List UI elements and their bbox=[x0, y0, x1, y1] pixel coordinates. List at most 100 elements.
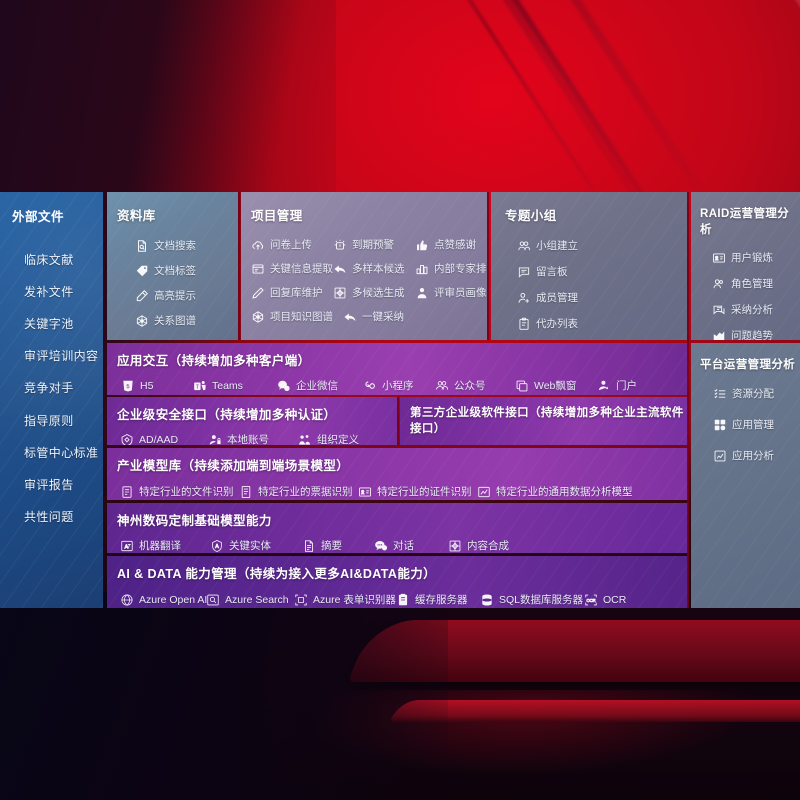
ai-item-sql-database[interactable]: SQL数据库服务器 bbox=[480, 592, 584, 607]
ai-item-azure-search[interactable]: Azure Search bbox=[206, 592, 294, 607]
project-item-reply-library[interactable]: 回复库维护 bbox=[251, 285, 333, 300]
platform-item-app-analysis[interactable]: 应用分析 bbox=[713, 448, 800, 463]
raid-item-role-manage[interactable]: 角色管理 bbox=[712, 276, 800, 291]
item-label: OCR bbox=[603, 593, 627, 606]
item-label: 文档分类 bbox=[154, 338, 196, 340]
library-item-document-search[interactable]: 文档搜索 bbox=[135, 238, 238, 253]
app-analysis-icon bbox=[713, 449, 727, 463]
sidebar-item-standards-center[interactable]: 标管中心标准 bbox=[24, 445, 99, 460]
ai-item-ocr[interactable]: OCR OCR bbox=[584, 592, 646, 607]
sidebar-item-common-issues[interactable]: 共性问题 bbox=[24, 510, 74, 525]
panel-app-interaction-title: 应用交互（持续增加多种客户端） bbox=[117, 354, 311, 368]
tts-icon bbox=[198, 608, 212, 609]
app-item-h5[interactable]: 5 H5 bbox=[121, 378, 193, 393]
person-portrait-icon bbox=[415, 286, 429, 300]
security-item-local-account[interactable]: 本地账号 bbox=[208, 432, 298, 445]
project-item-key-info-extract[interactable]: 关键信息提取 bbox=[251, 261, 333, 276]
raid-item-issue-trend[interactable]: 问题趋势 bbox=[712, 328, 800, 340]
item-label: Azure 表单识别器 bbox=[313, 594, 396, 606]
project-item-multi-candidate-gen[interactable]: 多候选生成 bbox=[333, 285, 415, 300]
library-item-relation-graph[interactable]: 关系图谱 bbox=[135, 313, 238, 328]
app-item-web-popup[interactable]: Web飘窗 bbox=[515, 378, 597, 393]
industry-item-receipt-recognition[interactable]: 特定行业的票据识别 bbox=[239, 484, 358, 499]
item-label: 应用分析 bbox=[732, 450, 774, 462]
panel-raid-title: RAID运营管理分析 bbox=[700, 208, 790, 236]
project-item-knowledge-graph[interactable]: 项目知识图谱 bbox=[251, 309, 343, 324]
member-manage-icon bbox=[517, 291, 531, 305]
alarm-warning-icon bbox=[333, 238, 347, 252]
security-item-org-define[interactable]: 组织定义 bbox=[298, 432, 388, 445]
group-item-message-board[interactable]: 留言板 bbox=[517, 264, 597, 279]
sidebar-item-review-report[interactable]: 审评报告 bbox=[24, 477, 74, 492]
app-item-wecom[interactable]: 企业微信 bbox=[277, 378, 363, 393]
project-item-reviewer-profile[interactable]: 评审员画像 bbox=[415, 285, 487, 300]
item-label: 用户锻炼 bbox=[731, 252, 773, 264]
project-item-expert-ranking[interactable]: 内部专家排名 bbox=[415, 261, 487, 276]
industry-item-data-analysis-model[interactable]: 特定行业的通用数据分析模型 bbox=[477, 484, 633, 499]
item-label: 多样本候选 bbox=[352, 263, 405, 275]
panel-project-management: 项目管理 问卷上传 到期预警 点赞感谢 关键信息提取 多样本候选 bbox=[241, 192, 487, 340]
item-label: 关键实体 bbox=[229, 540, 271, 552]
ai-item-speech-understanding[interactable]: 语音理解 bbox=[120, 607, 198, 608]
raid-item-user-profile[interactable]: 用户锻炼 bbox=[712, 250, 800, 265]
group-item-todo-list[interactable]: 代办列表 bbox=[517, 316, 597, 331]
svg-text:A: A bbox=[215, 543, 219, 549]
sidebar-item-supplement-files[interactable]: 发补文件 bbox=[24, 284, 74, 299]
app-item-teams[interactable]: T Teams bbox=[193, 378, 277, 393]
security-item-ad-aad[interactable]: AD/AAD bbox=[120, 432, 208, 445]
panel-topic-group: 专题小组 小组建立 留言板 成员管理 代办列表 资料管理 bbox=[491, 192, 687, 340]
chat-icon bbox=[374, 539, 388, 553]
item-label: 语音理解 bbox=[139, 607, 181, 608]
sidebar-item-keyword-pool[interactable]: 关键字池 bbox=[24, 316, 74, 331]
industry-item-knowledge-graph-model[interactable]: 特定行业的通用知识图谱模型 bbox=[120, 499, 275, 500]
ai-item-cache-server[interactable]: 缓存服务器 bbox=[396, 592, 480, 607]
svg-text:A: A bbox=[125, 544, 129, 550]
arrow-adopt-icon bbox=[343, 310, 357, 324]
pen-maintain-icon bbox=[251, 286, 265, 300]
item-label: Azure Open AI bbox=[139, 593, 208, 606]
base-item-content-synthesis[interactable]: 内容合成 bbox=[448, 538, 538, 553]
project-item-questionnaire-upload[interactable]: 问卷上传 bbox=[251, 237, 333, 252]
group-item-member-manage[interactable]: 成员管理 bbox=[517, 290, 605, 305]
panel-platform-title: 平台运营管理分析 bbox=[700, 359, 796, 371]
base-item-dialog[interactable]: 对话 bbox=[374, 538, 448, 553]
ai-item-tts[interactable]: TTS bbox=[198, 607, 252, 608]
ai-item-form-recognizer[interactable]: Azure 表单识别器 bbox=[294, 592, 396, 607]
library-item-highlight[interactable]: 高亮提示 bbox=[135, 288, 238, 303]
base-item-summary[interactable]: 摘要 bbox=[302, 538, 374, 553]
library-item-document-category[interactable]: 文档分类 bbox=[135, 338, 238, 340]
trend-chart-icon bbox=[712, 329, 726, 340]
sidebar-item-clinical-literature[interactable]: 临床文献 bbox=[24, 252, 74, 267]
project-item-multi-sample-candidate[interactable]: 多样本候选 bbox=[333, 261, 415, 276]
item-label: 多候选生成 bbox=[352, 287, 405, 299]
base-item-key-entity[interactable]: A 关键实体 bbox=[210, 538, 302, 553]
project-item-thanks[interactable]: 点赞感谢 bbox=[415, 237, 487, 252]
app-item-official-account[interactable]: 公众号 bbox=[435, 378, 515, 393]
item-label: Web飘窗 bbox=[534, 380, 577, 392]
sidebar-item-guidelines[interactable]: 指导原则 bbox=[24, 413, 74, 428]
upload-cloud-icon bbox=[251, 238, 265, 252]
graph-network-icon bbox=[135, 314, 149, 328]
cache-server-icon bbox=[396, 593, 410, 607]
sidebar-item-review-training[interactable]: 审评培训内容 bbox=[24, 349, 99, 364]
project-item-expiry-alert[interactable]: 到期预警 bbox=[333, 237, 415, 252]
item-label: 对话 bbox=[140, 393, 161, 395]
panel-third-party-title: 第三方企业级软件接口（持续增加多种企业主流软件接口） bbox=[410, 407, 684, 435]
group-item-create-group[interactable]: 小组建立 bbox=[517, 238, 605, 253]
library-item-document-tag[interactable]: 文档标签 bbox=[135, 263, 238, 278]
industry-item-id-recognition[interactable]: 特定行业的证件识别 bbox=[358, 484, 477, 499]
summary-icon bbox=[302, 539, 316, 553]
ai-item-azure-openai[interactable]: Azure Open AI bbox=[120, 592, 208, 607]
platform-item-app-manage[interactable]: 应用管理 bbox=[713, 417, 800, 432]
raid-item-adoption-analysis[interactable]: 采纳分析 bbox=[712, 302, 800, 317]
industry-item-file-recognition[interactable]: 特定行业的文件识别 bbox=[120, 484, 239, 499]
speech-understand-icon bbox=[120, 608, 134, 609]
highlight-pen-icon bbox=[135, 289, 149, 303]
platform-item-resource-allocation[interactable]: 资源分配 bbox=[713, 386, 800, 401]
app-item-miniprogram[interactable]: 小程序 bbox=[363, 378, 435, 393]
sidebar-item-competitors[interactable]: 竞争对手 bbox=[24, 381, 74, 396]
project-item-one-click-adopt[interactable]: 一键采纳 bbox=[343, 309, 423, 324]
app-item-dialog[interactable]: 对话 bbox=[121, 393, 181, 395]
app-item-portal[interactable]: 门户 bbox=[597, 378, 659, 393]
base-item-machine-translation[interactable]: A 机器翻译 bbox=[120, 538, 210, 553]
